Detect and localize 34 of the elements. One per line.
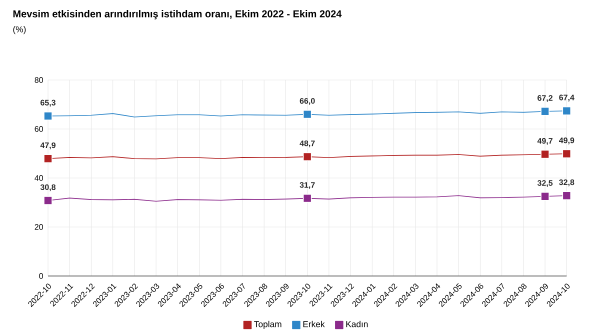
legend-label: Kadın: [346, 320, 368, 328]
y-tick-label: 60: [34, 126, 43, 132]
y-tick-label: 40: [34, 175, 43, 181]
y-tick-label: 80: [34, 77, 43, 83]
point: [44, 196, 52, 205]
data-label: 47,9: [40, 142, 56, 150]
data-label: 65,3: [40, 100, 56, 107]
point: [562, 106, 572, 116]
data-label: 48,7: [300, 140, 315, 148]
legend-label: Toplam: [254, 320, 282, 329]
point: [44, 112, 52, 120]
y-axis-title: (%): [13, 26, 26, 34]
data-label: 67,2: [538, 95, 553, 102]
point: [302, 152, 312, 162]
y-tick-label: 20: [34, 224, 43, 230]
point: [562, 191, 572, 200]
data-label: 49,7: [537, 138, 552, 145]
point: [562, 149, 572, 158]
data-label: 66,0: [300, 98, 315, 105]
point: [540, 106, 550, 116]
point: [44, 154, 52, 164]
point: [540, 192, 550, 201]
point: [540, 150, 550, 159]
y-tick-label: 0: [39, 273, 43, 279]
data-label: 31,7: [300, 182, 315, 189]
data-label: 32,8: [559, 179, 574, 186]
legend-label: Erkek: [303, 320, 325, 328]
data-label: 49,9: [558, 138, 574, 144]
point: [302, 110, 312, 119]
data-label: 67,4: [559, 94, 574, 102]
data-label: 30,8: [40, 184, 56, 192]
point: [302, 194, 312, 203]
chart-title: Mevsim etkisinden arındırılmış istihdam oranı, Ekim 2022 - Ekim 2024: [13, 10, 342, 20]
data-label: 32,5: [537, 180, 553, 187]
